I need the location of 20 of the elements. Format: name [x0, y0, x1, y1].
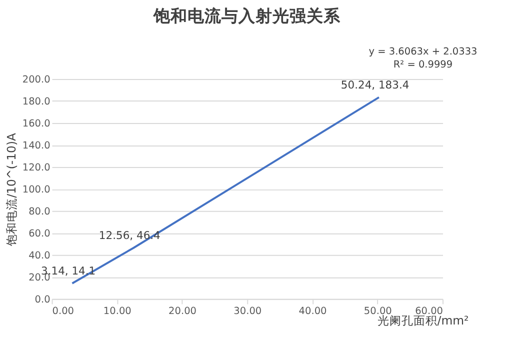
y-tick-label: 80.0 — [28, 206, 50, 218]
y-tick-label: 200.0 — [22, 74, 50, 86]
y-tick-label: 40.0 — [28, 250, 50, 262]
x-tick-label: 10.00 — [103, 306, 132, 317]
x-tick-label: 30.00 — [234, 306, 262, 317]
y-tick-label: 60.0 — [28, 228, 50, 240]
y-tick-label: 180.0 — [22, 96, 50, 108]
x-tick-label: 0.00 — [52, 306, 74, 317]
chart-title: 饱和电流与入射光强关系 — [152, 6, 342, 26]
y-tick-label: 160.0 — [22, 118, 50, 130]
x-tick-label: 40.00 — [298, 306, 327, 317]
y-tick-label: 100.0 — [22, 184, 50, 196]
x-tick-label: 20.00 — [168, 306, 196, 317]
y-axis-title: 饱和电流/10^(-10)A — [4, 132, 19, 247]
y-tick-label: 140.0 — [22, 140, 50, 152]
annotation: 50.24, 183.4 — [340, 78, 410, 92]
y-tick-label: 120.0 — [22, 162, 50, 174]
y-tick-label: 0.0 — [34, 294, 50, 306]
text: R² = 0.9999 — [393, 59, 453, 70]
text: y = 3.6063x + 2.0333 — [368, 46, 478, 58]
